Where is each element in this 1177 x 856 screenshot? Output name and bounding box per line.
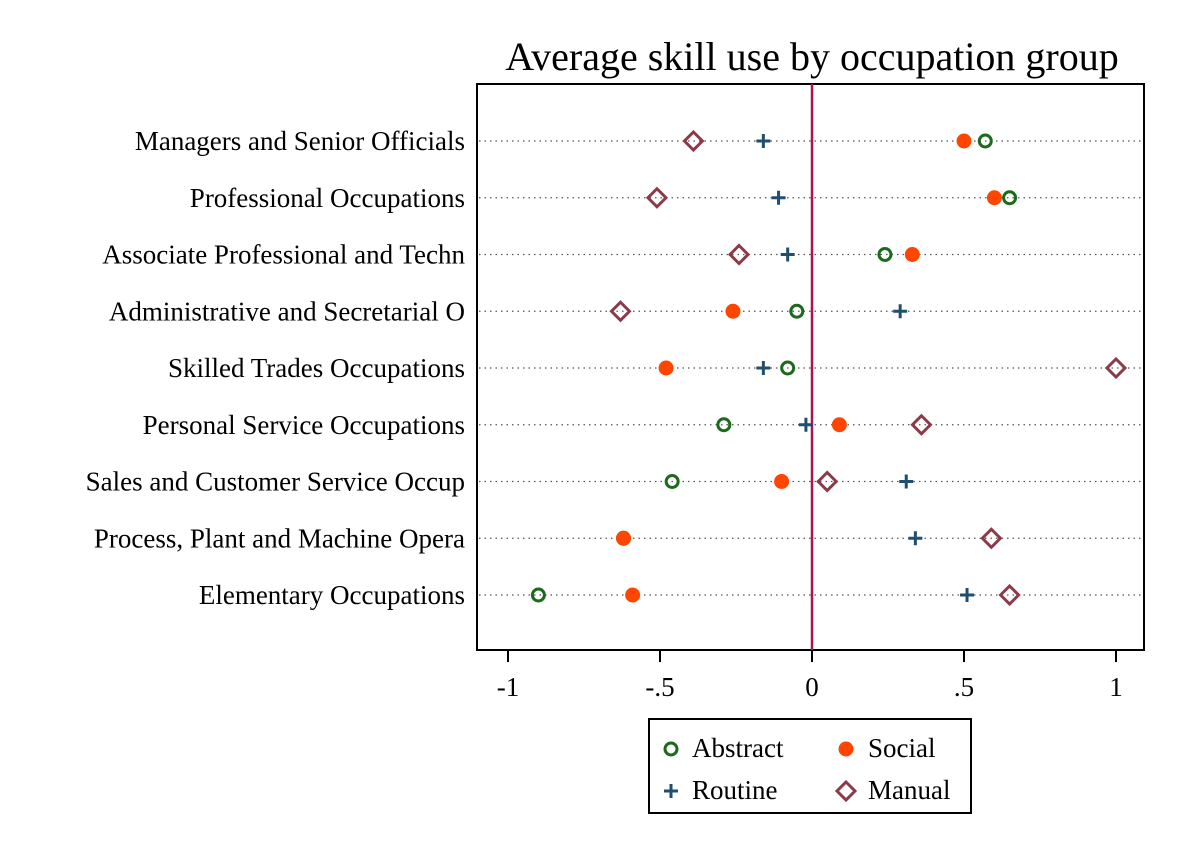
category-label: Associate Professional and Techn [102,240,465,270]
data-point-abstract [877,247,893,262]
category-label: Elementary Occupations [199,580,465,610]
legend-label-social: Social [868,733,936,763]
legend-marker-abstract [663,741,679,757]
category-label: Administrative and Secretarial O [109,296,465,326]
category-label: Sales and Customer Service Occup [86,467,465,497]
category-label: Personal Service Occupations [143,410,465,440]
data-point-manual [1104,356,1128,380]
chart-title: Average skill use by occupation group [505,34,1119,79]
data-point-social [956,133,972,149]
data-point-social [831,417,847,433]
data-point-manual [998,583,1021,607]
data-point-manual [910,413,933,436]
data-point-abstract [977,133,993,149]
data-point-abstract [530,587,546,603]
x-tick-label: -1 [497,672,520,702]
data-point-social [616,530,632,546]
legend-label-routine: Routine [692,775,778,805]
plot-frame [476,83,1145,651]
data-point-abstract [780,360,796,376]
x-tick-label: 1 [1109,672,1123,702]
legend-marker-manual [834,779,858,803]
data-point-social [625,587,641,603]
x-tick-label: -.5 [645,672,674,702]
data-point-routine [960,588,975,602]
data-point-abstract [789,303,805,319]
data-point-abstract [664,474,680,489]
data-point-manual [609,300,632,323]
x-tick-label: .5 [954,672,974,702]
legend-box [648,718,972,814]
data-point-routine [780,247,795,262]
category-label: Process, Plant and Machine Opera [94,523,465,553]
data-point-manual [645,186,669,209]
category-label: Skilled Trades Occupations [168,353,465,383]
category-labels: Managers and Senior Officials Professiona… [86,126,466,610]
data-point-social [725,303,741,319]
legend-marker-routine [664,784,678,798]
data-point-manual [816,470,839,493]
data-point-routine [798,417,813,432]
data-point-routine [756,134,771,148]
legend-label-abstract: Abstract [692,733,784,763]
data-point-social [658,360,674,376]
data-point-manual [682,129,705,153]
data-point-social [904,247,920,262]
category-label: Managers and Senior Officials [135,126,465,156]
data-point-routine [756,361,771,375]
data-point-routine [771,190,786,205]
x-axis: -1 -.5 0 .5 1 [497,650,1123,702]
legend-label-manual: Manual [868,775,950,805]
data-markers [530,129,1128,607]
grid-lines [479,140,1142,596]
x-tick-label: 0 [805,672,819,702]
data-point-routine [893,304,908,319]
data-point-abstract [1002,190,1018,206]
data-point-abstract [716,417,732,433]
legend: Abstract Social Routine Manual [648,718,972,814]
data-point-social [774,474,790,489]
data-point-manual [727,243,751,266]
legend-marker-social [838,741,854,757]
data-point-routine [899,474,914,489]
data-point-social [986,190,1002,206]
category-label: Professional Occupations [190,183,465,213]
data-point-routine [908,531,923,546]
data-point-manual [980,527,1003,550]
